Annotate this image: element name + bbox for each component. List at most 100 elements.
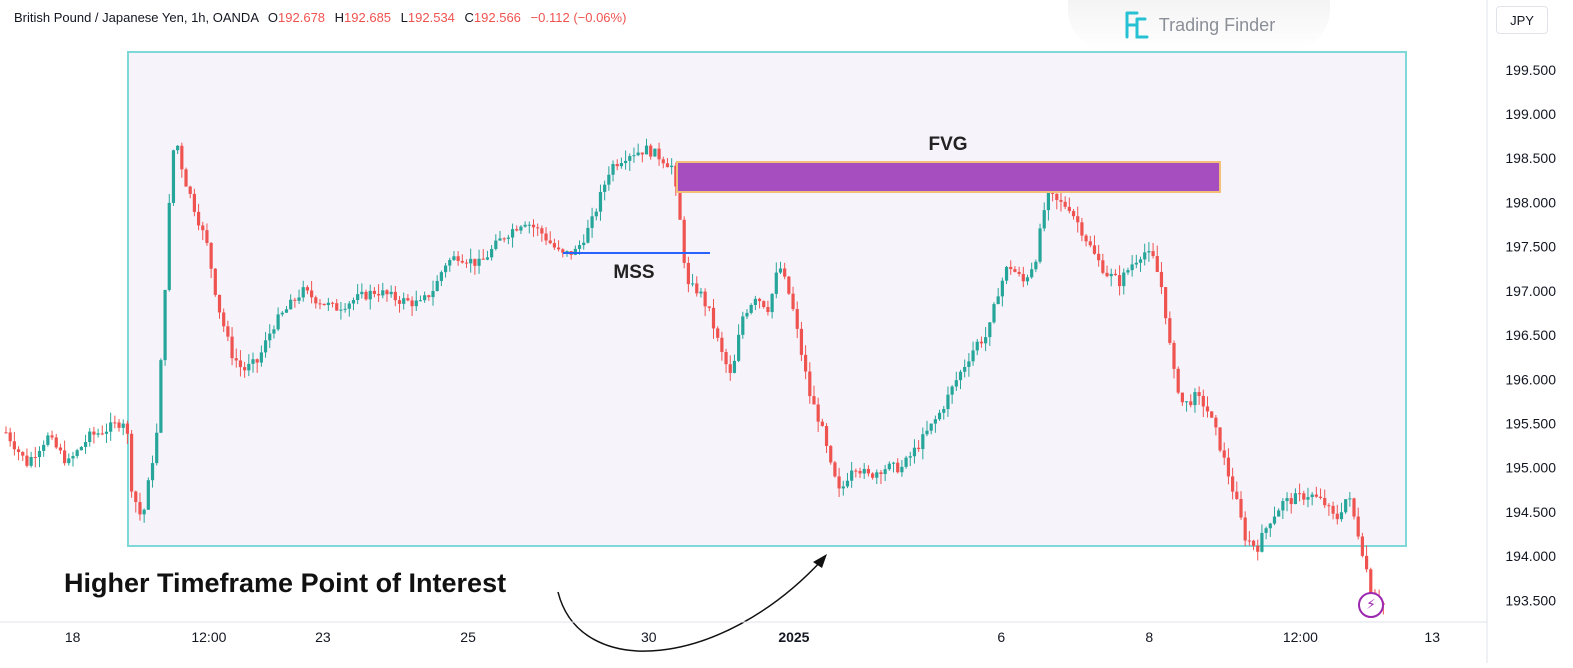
- candle-body: [577, 245, 582, 249]
- candle-body: [1256, 545, 1260, 552]
- candle-body: [217, 294, 222, 313]
- candle-body: [460, 260, 464, 263]
- price-tick-label: 194.500: [1505, 504, 1556, 520]
- candle-body: [883, 469, 887, 475]
- candle-body: [979, 341, 984, 344]
- candle-body: [1025, 277, 1030, 282]
- candle-body: [1306, 497, 1310, 500]
- candle-body: [464, 262, 469, 264]
- time-tick-label: 12:00: [1283, 629, 1318, 645]
- candle-body: [1030, 269, 1034, 278]
- candle-body: [75, 450, 79, 457]
- candle-body: [590, 216, 594, 228]
- candle-body: [159, 360, 163, 433]
- candle-body: [649, 145, 653, 157]
- candle-body: [946, 394, 950, 410]
- candle-body: [1151, 251, 1155, 257]
- candle-body: [917, 447, 921, 450]
- price-tick-label: 193.500: [1505, 592, 1556, 608]
- candle-body: [209, 242, 213, 269]
- candle-body: [4, 432, 8, 434]
- candle-body: [322, 303, 326, 306]
- candle-body: [1013, 269, 1017, 272]
- candle-body: [1293, 493, 1298, 505]
- candle-body: [531, 224, 536, 228]
- candle-body: [929, 423, 933, 431]
- candle-body: [665, 163, 670, 168]
- candle-body: [804, 354, 808, 372]
- candle-body: [862, 468, 866, 474]
- candle-body: [452, 256, 456, 261]
- high-value: 192.685: [344, 10, 391, 25]
- symbol-label: British Pound / Japanese Yen, 1h, OANDA: [14, 10, 259, 25]
- candle-body: [368, 290, 372, 300]
- candle-body: [276, 314, 280, 330]
- candle-body: [21, 452, 25, 456]
- candle-body: [92, 431, 96, 435]
- candle-body: [469, 258, 473, 264]
- candle-body: [318, 303, 322, 305]
- candle-body: [1143, 252, 1147, 260]
- candle-body: [1310, 494, 1314, 498]
- candle-body: [1193, 392, 1197, 406]
- candle-body: [1318, 496, 1323, 499]
- candle-body: [1126, 270, 1130, 273]
- poi-label: Higher Timeframe Point of Interest: [64, 568, 506, 598]
- time-axis-ticks[interactable]: 18 12:00 23 25 30 2025 6 8 12:00 13: [65, 629, 1440, 645]
- low-label: L: [401, 10, 408, 25]
- candle-body: [117, 422, 121, 428]
- candle-body: [557, 247, 561, 250]
- candle-body: [272, 329, 276, 334]
- candle-body: [125, 423, 130, 434]
- candle-body: [737, 334, 741, 361]
- candle-body: [1101, 260, 1105, 273]
- candle-body: [243, 367, 247, 371]
- candle-body: [870, 473, 875, 478]
- candle-body: [356, 294, 360, 301]
- candle-body: [155, 432, 159, 464]
- candle-body: [314, 297, 318, 304]
- candle-body: [745, 312, 749, 317]
- candle-body: [682, 219, 686, 263]
- candle-body: [1272, 516, 1277, 524]
- candle-body: [410, 300, 414, 307]
- candle-body: [812, 396, 816, 405]
- candle-body: [1080, 222, 1084, 236]
- candle-body: [1264, 528, 1268, 533]
- candle-body: [289, 299, 293, 310]
- close-label: C: [465, 10, 474, 25]
- candle-body: [607, 174, 611, 185]
- currency-button[interactable]: JPY: [1496, 6, 1548, 34]
- candle-body: [632, 155, 636, 157]
- candle-body: [548, 240, 552, 244]
- lightning-icon[interactable]: ⚡: [1358, 592, 1384, 618]
- time-tick-label: 2025: [778, 629, 809, 645]
- candle-body: [519, 226, 523, 231]
- candle-body: [1314, 494, 1318, 497]
- candle-body: [196, 211, 201, 226]
- candle-body: [1243, 517, 1247, 541]
- candle-body: [942, 409, 946, 413]
- candle-body: [967, 361, 971, 367]
- candle-body: [284, 309, 289, 313]
- candle-body: [71, 456, 75, 459]
- candle-body: [515, 229, 519, 231]
- price-axis[interactable]: [1487, 0, 1573, 663]
- candle-body: [439, 272, 443, 281]
- candle-body: [598, 191, 603, 212]
- price-tick-label: 199.000: [1505, 106, 1556, 122]
- candle-body: [837, 476, 841, 489]
- candle-body: [866, 468, 871, 474]
- candle-body: [255, 359, 259, 363]
- candle-body: [1344, 499, 1348, 513]
- candle-body: [1021, 273, 1025, 282]
- candle-body: [1239, 498, 1243, 518]
- candle-body: [381, 290, 385, 296]
- candle-body: [418, 300, 423, 302]
- candle-body: [100, 433, 104, 435]
- candle-body: [1034, 261, 1038, 270]
- candle-body: [351, 300, 356, 304]
- candle-body: [1189, 401, 1193, 406]
- candle-body: [50, 435, 54, 438]
